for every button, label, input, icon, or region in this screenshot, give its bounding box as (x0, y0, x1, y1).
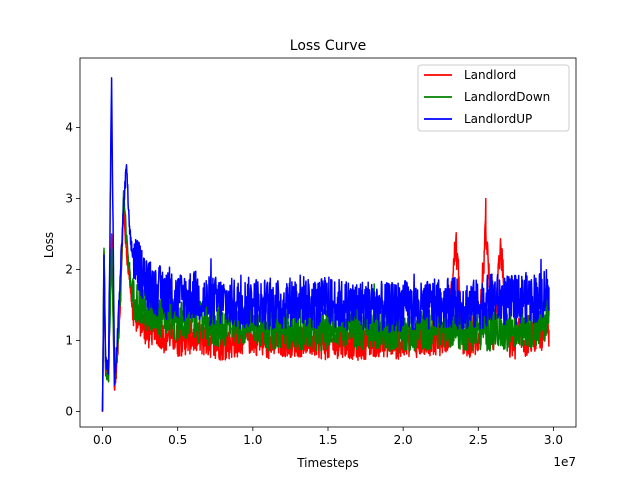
chart-title: Loss Curve (290, 38, 366, 54)
x-offset-text: 1e7 (553, 455, 576, 469)
series-line-landlordup (101, 77, 550, 412)
legend-box (417, 64, 570, 132)
x-tick-label: 2.5 (469, 433, 488, 447)
y-tick-label: 4 (65, 121, 73, 135)
y-axis-label: Loss (42, 232, 56, 258)
x-tick-label: 1.5 (318, 433, 337, 447)
legend-label-landlordup: LandlordUP (464, 112, 532, 126)
legend-label-landlord: Landlord (464, 68, 516, 82)
x-tick-label: 0.0 (93, 433, 112, 447)
x-tick-label: 3.0 (544, 433, 563, 447)
x-tick-label: 2.0 (394, 433, 413, 447)
x-tick-label: 0.5 (168, 433, 187, 447)
x-axis-label: Timesteps (296, 456, 359, 470)
y-tick-label: 2 (65, 262, 73, 276)
plot-area: 0.0 0.5 1.0 1.5 2.0 2.5 3.001234LandlordLandlo… (65, 57, 577, 447)
y-tick-label: 3 (65, 192, 73, 206)
series-line-landlorddown (101, 189, 550, 412)
y-tick-label: 1 (65, 333, 73, 347)
legend-label-landlorddown: LandlordDown (464, 90, 550, 104)
legend: Landlord LandlordDown LandlordUP (417, 64, 570, 132)
x-tick-label: 1.0 (243, 433, 262, 447)
y-tick-label: 0 (65, 404, 73, 418)
